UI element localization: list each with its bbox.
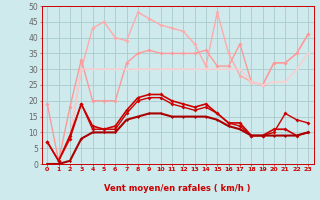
X-axis label: Vent moyen/en rafales ( km/h ): Vent moyen/en rafales ( km/h ) (104, 184, 251, 193)
